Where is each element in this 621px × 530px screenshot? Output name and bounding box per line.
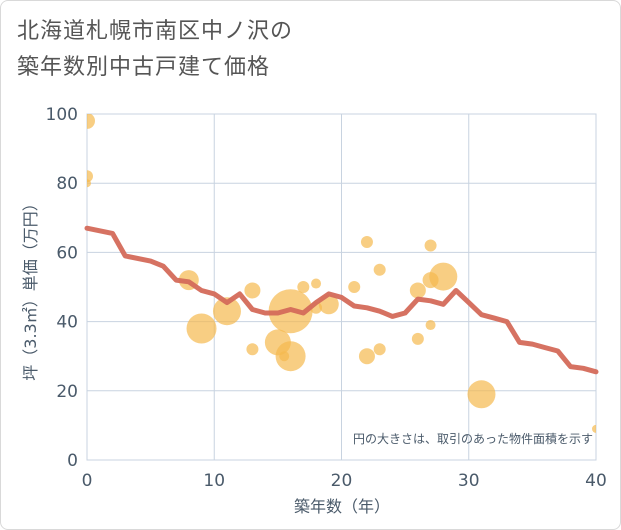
axes: 0 10 20 30 40 0 20 40 60 80 100 [46,105,607,491]
data-bubble [87,170,93,183]
bubbles [87,114,596,433]
y-tick-label: 80 [56,174,78,194]
chart-title-line-1: 北海道札幌市南区中ノ沢の [17,19,294,44]
x-axis-label: 築年数（年） [294,497,390,516]
data-bubble [87,179,91,188]
x-tick-label: 40 [585,471,607,491]
data-bubble [186,313,217,344]
x-tick-label: 0 [82,471,93,491]
grid [86,113,597,461]
data-bubble [212,297,241,326]
x-tick-label: 30 [458,471,480,491]
data-bubble [358,348,375,365]
data-bubble [424,239,437,252]
data-bubble [592,424,596,433]
y-tick-label: 60 [56,243,78,263]
x-tick-label: 20 [331,471,353,491]
data-bubble [348,281,361,293]
data-bubble [373,263,386,276]
data-bubble [411,332,424,345]
y-axis-label: 坪（3.3㎡）単価（万円） [21,195,40,380]
chart-title: 北海道札幌市南区中ノ沢の 築年数別中古戸建て価格 [17,14,293,86]
data-bubble [311,278,322,289]
y-tick-label: 40 [56,313,78,333]
data-bubble [429,262,458,291]
average-price-line [84,225,599,375]
data-bubble [409,282,426,299]
data-bubble [297,281,310,293]
data-bubble [87,114,95,129]
data-bubble [373,343,386,356]
data-bubble [244,282,261,299]
data-bubble [246,343,259,356]
y-tick-label: 0 [67,451,78,471]
data-bubble [425,320,436,331]
y-tick-label: 100 [46,105,78,125]
y-tick-label: 20 [56,382,78,402]
trend-line [84,225,599,375]
chart-title-line-2: 築年数別中古戸建て価格 [17,55,271,80]
x-tick-label: 10 [203,471,225,491]
data-bubble [275,341,306,372]
data-bubble [467,380,496,409]
data-bubble [360,236,373,249]
size-annotation: 円の大きさは、取引のあった物件面積を示す [353,431,593,446]
